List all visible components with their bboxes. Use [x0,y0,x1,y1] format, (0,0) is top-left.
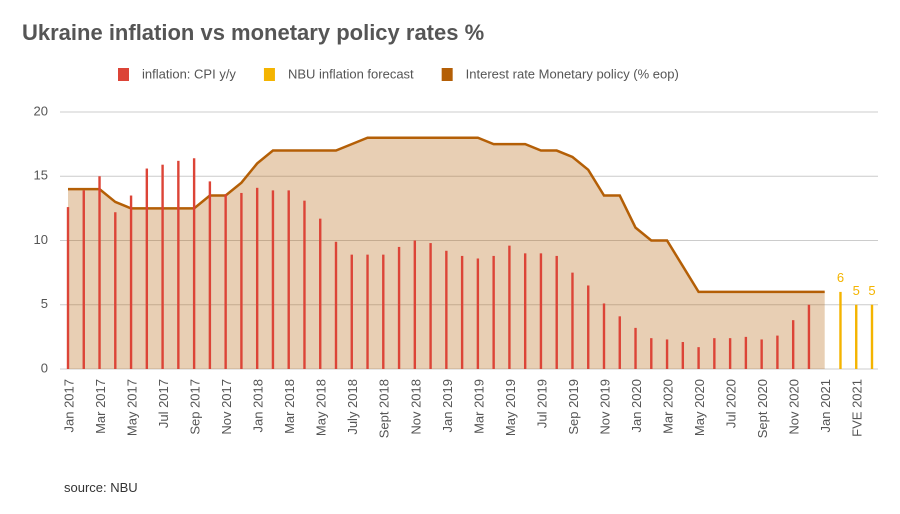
bar [460,255,464,369]
bar [114,212,117,369]
bar [587,285,590,369]
legend-swatch [118,68,129,81]
bar [555,255,558,369]
y-tick-label: 15 [34,168,48,183]
bar [66,207,70,369]
bar [650,338,653,369]
x-tick-label: May 2018 [314,379,329,436]
bar [145,168,149,369]
bar [303,200,306,369]
legend-swatch [263,68,275,81]
bar [82,190,85,369]
bar [429,243,432,369]
bar [744,336,748,369]
bar [807,304,811,369]
x-tick-label: Jan 2017 [61,379,76,433]
bar [776,335,779,369]
bar [523,253,527,369]
legend-label: inflation: CPI y/y [142,66,236,81]
x-tick-label: Sep 2017 [188,379,203,435]
bar [98,176,101,369]
bar [161,164,164,369]
bar [397,246,401,369]
y-tick-label: 20 [34,103,48,118]
bar [192,158,196,369]
y-tick-label: 10 [34,232,48,247]
x-tick-label: Mar 2018 [282,379,297,434]
x-tick-label: Jan 2018 [251,379,266,433]
x-tick-label: Nov 2019 [597,379,612,435]
x-tick-label: Sept 2020 [755,379,770,438]
bar [681,342,685,369]
bar [255,187,259,369]
x-tick-label: Jan 2021 [818,379,833,433]
bar [492,255,495,369]
x-tick-label: Mar 2020 [660,379,675,434]
x-tick-label: Mar 2019 [471,379,486,434]
bar [334,241,338,369]
bar [366,254,369,369]
chart-title: Ukraine inflation vs monetary policy rat… [22,20,484,45]
bar [240,192,243,369]
y-tick-label: 0 [41,360,48,375]
x-tick-label: Jul 2019 [534,379,549,428]
bar [539,253,543,369]
bar [319,218,322,369]
bar [350,254,353,369]
x-tick-label: Sept 2018 [377,379,392,438]
legend-label: NBU inflation forecast [288,66,414,81]
bar [618,316,621,369]
x-tick-label: May 2019 [503,379,518,436]
bar [713,338,716,369]
legend-swatch [441,68,453,81]
source-note: source: NBU [64,480,138,495]
bar [177,160,180,369]
x-tick-label: Jul 2017 [156,379,171,428]
bar [760,339,763,369]
bar [602,303,606,369]
bar [634,327,637,369]
bar [208,181,212,369]
bar [271,190,275,369]
bar [728,338,732,369]
x-tick-label: Jan 2020 [629,379,644,433]
x-tick-label: May 2017 [124,379,139,436]
bar [129,195,133,369]
legend: inflation: CPI y/y NBU inflation forecast… [118,66,679,81]
bar [476,258,480,369]
bar [791,320,795,369]
bar [839,291,842,369]
x-tick-label: Nov 2017 [219,379,234,435]
bar [855,304,858,369]
bar [287,190,290,369]
value-label: 5 [868,283,875,298]
y-tick-label: 5 [41,296,48,311]
bar [508,245,511,369]
bar [413,240,417,369]
bar [445,250,448,369]
x-tick-label: Nov 2018 [408,379,423,435]
value-label: 6 [837,270,844,285]
x-tick-label: July 2018 [345,379,360,435]
x-tick-label: May 2020 [692,379,707,436]
x-tick-label: Jan 2019 [440,379,455,433]
bar [382,254,385,369]
x-tick-label: FVE 2021 [850,379,865,437]
x-tick-label: Jul 2020 [724,379,739,428]
bar [224,194,227,369]
bar [665,339,669,369]
x-tick-label: Nov 2020 [787,379,802,435]
bar [571,272,574,369]
x-tick-label: Mar 2017 [93,379,108,434]
bar [697,347,700,369]
legend-label: Interest rate Monetary policy (% eop) [466,66,679,81]
bar [870,304,874,369]
x-tick-label: Sep 2019 [566,379,581,435]
value-label: 5 [853,283,860,298]
